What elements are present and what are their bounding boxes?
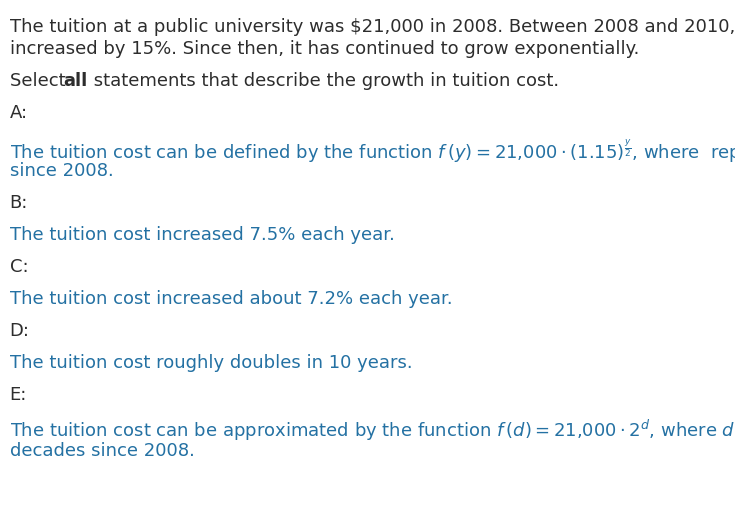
Text: The tuition cost can be approximated by the function $f\,(d) = 21{,}000 \cdot 2^: The tuition cost can be approximated by … (10, 417, 735, 442)
Text: since 2008.: since 2008. (10, 162, 113, 180)
Text: The tuition cost increased 7.5% each year.: The tuition cost increased 7.5% each yea… (10, 226, 395, 243)
Text: E:: E: (10, 385, 27, 403)
Text: The tuition at a public university was $21,000 in 2008. Between 2008 and 2010, t: The tuition at a public university was $… (10, 18, 735, 36)
Text: A:: A: (10, 104, 28, 122)
Text: Select: Select (10, 72, 71, 90)
Text: D:: D: (10, 321, 29, 339)
Text: C:: C: (10, 258, 28, 275)
Text: increased by 15%. Since then, it has continued to grow exponentially.: increased by 15%. Since then, it has con… (10, 40, 639, 58)
Text: B:: B: (10, 193, 28, 212)
Text: statements that describe the growth in tuition cost.: statements that describe the growth in t… (88, 72, 559, 90)
Text: all: all (63, 72, 87, 90)
Text: decades since 2008.: decades since 2008. (10, 441, 195, 459)
Text: The tuition cost roughly doubles in 10 years.: The tuition cost roughly doubles in 10 y… (10, 354, 412, 371)
Text: The tuition cost increased about 7.2% each year.: The tuition cost increased about 7.2% ea… (10, 289, 452, 308)
Text: The tuition cost can be defined by the function $f\,(y) = 21{,}000 \cdot (1.15)^: The tuition cost can be defined by the f… (10, 138, 735, 165)
